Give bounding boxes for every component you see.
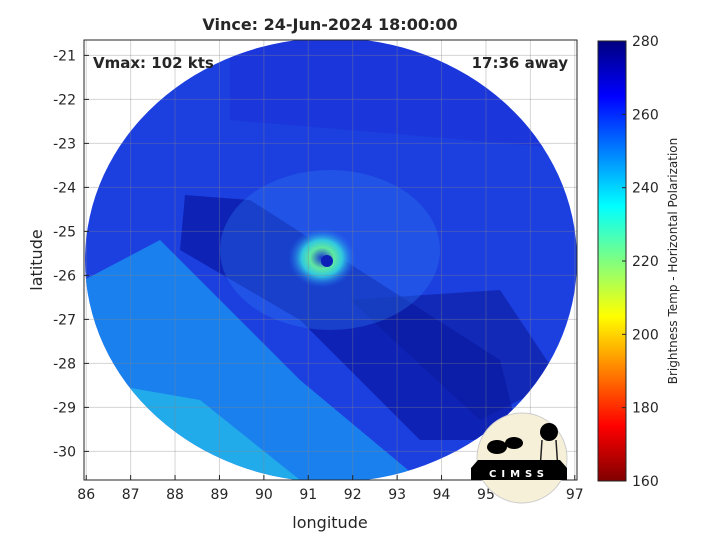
grid (84, 40, 577, 480)
logo-text: CIMSS (489, 469, 549, 480)
plot-frame (83, 39, 578, 481)
y-tick-label: -30 (53, 444, 76, 460)
colorbar (597, 40, 627, 482)
storm-eye (321, 255, 333, 267)
colorbar-tick-label: 240 (632, 181, 659, 197)
y-tick-label: -24 (53, 180, 76, 196)
cimss-logo: CIMSS (471, 412, 568, 504)
x-tick-label: 92 (344, 487, 362, 503)
y-tick-label: -26 (53, 268, 76, 284)
x-tick-label: 86 (77, 487, 95, 503)
x-tick-label: 90 (255, 487, 273, 503)
x-tick-label: 91 (299, 487, 317, 503)
y-tick-label: -21 (53, 48, 76, 64)
time-away-annotation: 17:36 away (472, 54, 569, 72)
x-tick-label: 87 (122, 487, 140, 503)
x-axis-label: longitude (292, 513, 367, 532)
y-tick-label: -29 (53, 400, 76, 416)
colorbar-tick-label: 160 (632, 474, 659, 490)
colorbar-ticks: 160 180 200 220 240 260 280 (622, 34, 659, 490)
colorbar-tick-label: 280 (632, 34, 659, 50)
x-tick-label: 88 (166, 487, 184, 503)
y-axis-label: latitude (27, 229, 46, 290)
y-tick-label: -22 (53, 92, 76, 108)
colorbar-tick-label: 200 (632, 327, 659, 343)
chart-title: Vince: 24-Jun-2024 18:00:00 (202, 15, 457, 34)
y-tick-label: -27 (53, 312, 76, 328)
x-tick-label: 93 (388, 487, 406, 503)
x-tick-label: 97 (566, 487, 584, 503)
x-tick-label: 89 (211, 487, 229, 503)
colorbar-tick-label: 260 (632, 107, 659, 123)
axes: 868788899091929394959697-21-22-23-24-25-… (53, 48, 584, 503)
x-tick-label: 95 (477, 487, 495, 503)
vmax-annotation: Vmax: 102 kts (93, 54, 214, 72)
x-tick-label: 94 (433, 487, 451, 503)
y-tick-label: -23 (53, 136, 76, 152)
y-tick-label: -28 (53, 356, 76, 372)
colorbar-tick-label: 180 (632, 401, 659, 417)
colorbar-label: Brightness Temp - Horizontal Polarizatio… (666, 138, 680, 385)
colorbar-tick-label: 220 (632, 254, 659, 270)
y-tick-label: -25 (53, 224, 76, 240)
